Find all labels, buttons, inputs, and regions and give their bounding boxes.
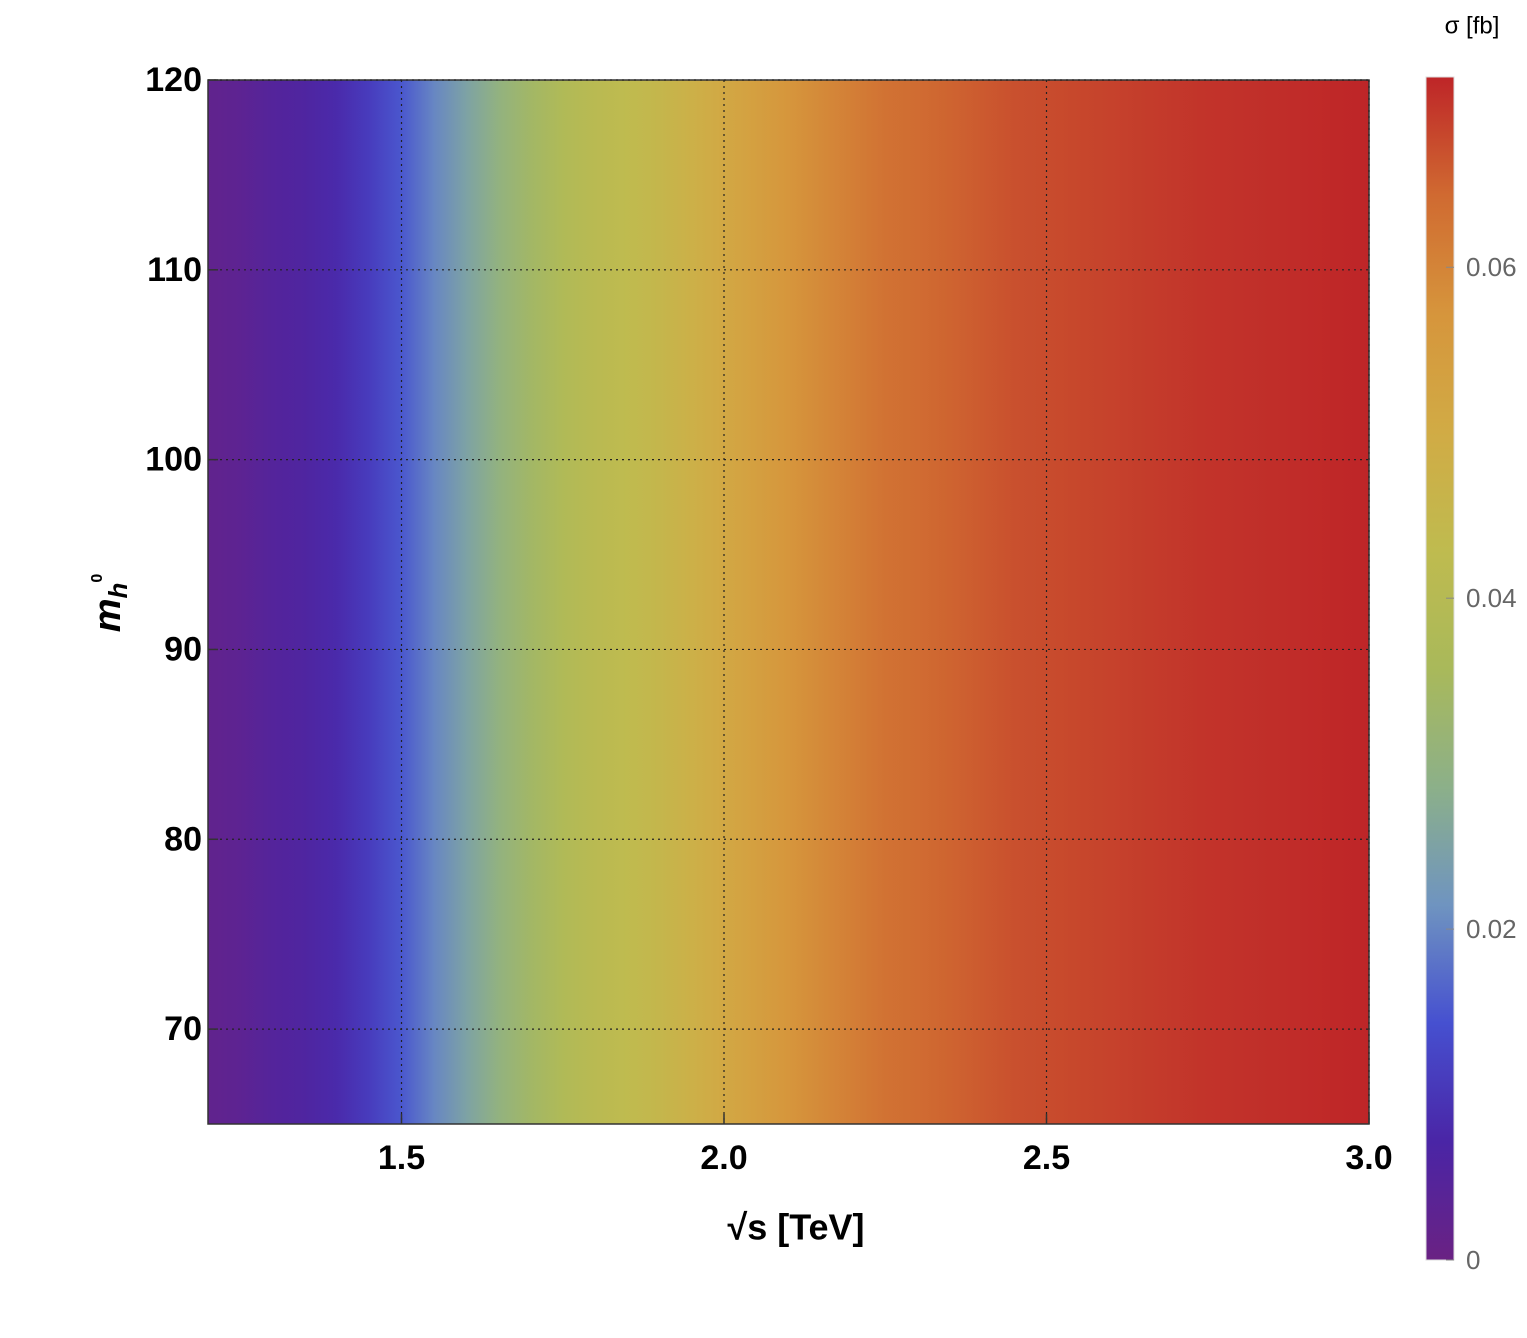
colorbar-tick-label: 0.04 — [1466, 583, 1517, 613]
y-tick-label: 70 — [164, 1010, 202, 1048]
heat-cell — [691, 80, 725, 1124]
heat-cell — [239, 80, 273, 1124]
heat-cell — [1013, 80, 1047, 1124]
x-tick-label: 2.0 — [700, 1139, 747, 1177]
heat-cell — [207, 80, 241, 1124]
heat-cell — [852, 80, 886, 1124]
heat-cell — [884, 80, 918, 1124]
heat-cell — [1078, 80, 1112, 1124]
y-tick-label: 80 — [164, 820, 202, 858]
heat-cell — [497, 80, 531, 1124]
y-label-sup: 0 — [89, 574, 106, 583]
heat-cell — [1304, 80, 1338, 1124]
x-axis-label: √s [TeV] — [727, 1207, 864, 1248]
heat-cell — [1175, 80, 1209, 1124]
heat-cell — [433, 80, 467, 1124]
colorbar-tick-label: 0.02 — [1466, 914, 1517, 944]
colorbar-tick-label: 0.06 — [1466, 252, 1517, 282]
y-tick-label: 120 — [145, 61, 202, 99]
heat-cell — [659, 80, 693, 1124]
colorbar-title: σ [fb] — [1445, 12, 1500, 39]
heat-cell — [1239, 80, 1273, 1124]
heat-cell — [917, 80, 951, 1124]
colorbar — [1425, 76, 1455, 1261]
heat-cell — [401, 80, 435, 1124]
x-tick-label: 2.5 — [1023, 1139, 1070, 1177]
heat-cell — [530, 80, 564, 1124]
heat-cell — [1271, 80, 1305, 1124]
y-tick-label: 100 — [145, 441, 202, 479]
heat-cell — [336, 80, 370, 1124]
heat-cell — [981, 80, 1015, 1124]
heat-cell — [1207, 80, 1241, 1124]
heat-cell — [272, 80, 306, 1124]
y-label-sub: h — [103, 583, 133, 599]
heat-cell — [1110, 80, 1144, 1124]
heat-cell — [820, 80, 854, 1124]
x-tick-label: 1.5 — [378, 1139, 425, 1177]
x-tick-label: 3.0 — [1345, 1139, 1392, 1177]
heat-cell — [465, 80, 499, 1124]
heat-cell — [594, 80, 628, 1124]
y-tick-label: 110 — [147, 251, 202, 289]
heat-cell — [368, 80, 402, 1124]
y-axis-label: mh0 — [87, 574, 133, 633]
heat-cell — [1142, 80, 1176, 1124]
heat-cell — [723, 80, 757, 1124]
heat-cell — [755, 80, 789, 1124]
heat-cell — [626, 80, 660, 1124]
y-label-base: m — [87, 599, 129, 633]
y-tick-label: 90 — [164, 630, 202, 668]
heat-cell — [1336, 80, 1370, 1124]
heat-cell — [562, 80, 596, 1124]
heat-cell — [304, 80, 338, 1124]
heat-cell — [949, 80, 983, 1124]
heat-cell — [788, 80, 822, 1124]
colorbar-tick-label: 0 — [1466, 1245, 1480, 1275]
heat-cell — [1046, 80, 1080, 1124]
